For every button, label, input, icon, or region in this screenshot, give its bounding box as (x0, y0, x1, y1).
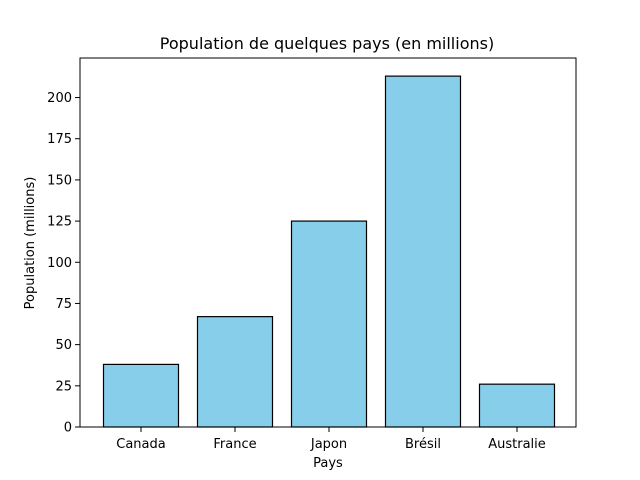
plot-frame (79, 57, 577, 428)
x-axis-label: Pays (313, 456, 343, 471)
bar-japon (290, 220, 368, 428)
bar-brésil (384, 75, 462, 428)
chart-title: Population de quelques pays (en millions… (160, 34, 494, 53)
y-tick-label: 75 (55, 297, 72, 312)
y-tick-label: 175 (47, 132, 72, 147)
x-tick-label: Australie (488, 437, 546, 452)
y-tick-label: 200 (47, 91, 72, 106)
bars-group (102, 75, 556, 428)
y-tick-label: 25 (55, 379, 72, 394)
y-tick-label: 50 (55, 338, 72, 353)
x-tick-label: France (213, 437, 256, 452)
x-tick-label: Canada (116, 437, 165, 452)
y-tick-label: 150 (47, 173, 72, 188)
y-axis-label: Population (millions) (23, 177, 38, 310)
x-tick-label: Brésil (405, 437, 441, 452)
x-axis-ticks: Canada France Japon Brésil Australie (116, 427, 546, 452)
bar-australie (478, 383, 556, 428)
y-tick-label: 0 (64, 421, 72, 436)
y-tick-label: 125 (47, 215, 72, 230)
x-tick-label: Japon (310, 437, 347, 452)
bar-france (196, 316, 274, 428)
y-axis-ticks: 0 25 50 75 100 125 150 175 200 (47, 91, 80, 436)
bar-canada (102, 363, 180, 428)
y-tick-label: 100 (47, 256, 72, 271)
